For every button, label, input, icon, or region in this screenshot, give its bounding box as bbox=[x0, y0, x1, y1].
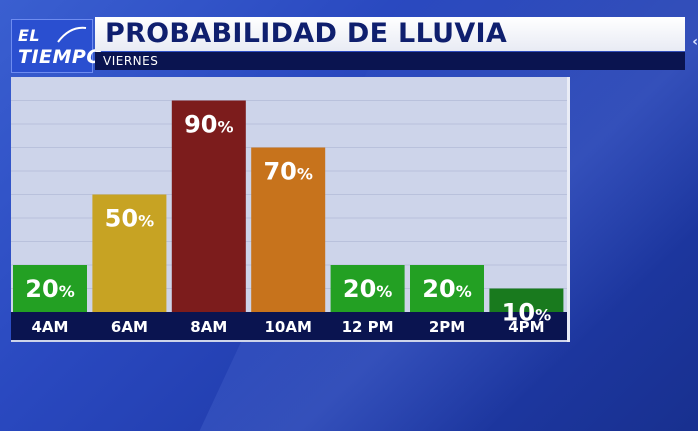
chart-subtitle: VIERNES bbox=[95, 52, 685, 70]
bar-10am bbox=[251, 147, 326, 312]
x-tick-label: 12 PM bbox=[342, 318, 394, 336]
chart-panel: 20% 4AM 50% 6AM 90% 8AM 70% 10AM 20% 12 PM 20% 2PM 1… bbox=[11, 77, 570, 342]
value-label: 20% bbox=[25, 275, 74, 303]
value-label: 10% bbox=[502, 299, 551, 327]
edge-arrow-icon: ‹ bbox=[692, 34, 698, 50]
value-label: 20% bbox=[343, 275, 392, 303]
value-label: 20% bbox=[422, 275, 471, 303]
x-tick-label: 6AM bbox=[111, 318, 148, 336]
bar-12pm bbox=[330, 265, 405, 312]
logo-line2: TIEMPO bbox=[18, 46, 103, 68]
bar-2pm bbox=[410, 265, 484, 312]
value-label: 70% bbox=[263, 158, 312, 186]
value-label: 90% bbox=[184, 111, 233, 139]
bar-6am bbox=[92, 194, 167, 312]
logo-swoosh-icon bbox=[57, 26, 87, 43]
x-tick-label: 8AM bbox=[190, 318, 227, 336]
logo-line1: EL bbox=[18, 26, 41, 45]
value-label: 50% bbox=[105, 205, 154, 233]
el-tiempo-logo: EL TIEMPO bbox=[11, 19, 103, 73]
bar-8am bbox=[171, 100, 246, 312]
x-tick-label: 10AM bbox=[264, 318, 311, 336]
x-tick-label: 4AM bbox=[32, 318, 69, 336]
x-tick-label: 2PM bbox=[429, 318, 465, 336]
x-tick-label: 4PM bbox=[508, 318, 544, 336]
chart-title: PROBABILIDAD DE LLUVIA bbox=[95, 17, 685, 51]
bar-4pm bbox=[489, 288, 564, 312]
x-axis-strip bbox=[11, 312, 567, 340]
bar-4am bbox=[13, 265, 87, 312]
rain-probability-chart: 20% 4AM 50% 6AM 90% 8AM 70% 10AM 20% 12 PM 20% 2PM 1… bbox=[11, 100, 567, 340]
